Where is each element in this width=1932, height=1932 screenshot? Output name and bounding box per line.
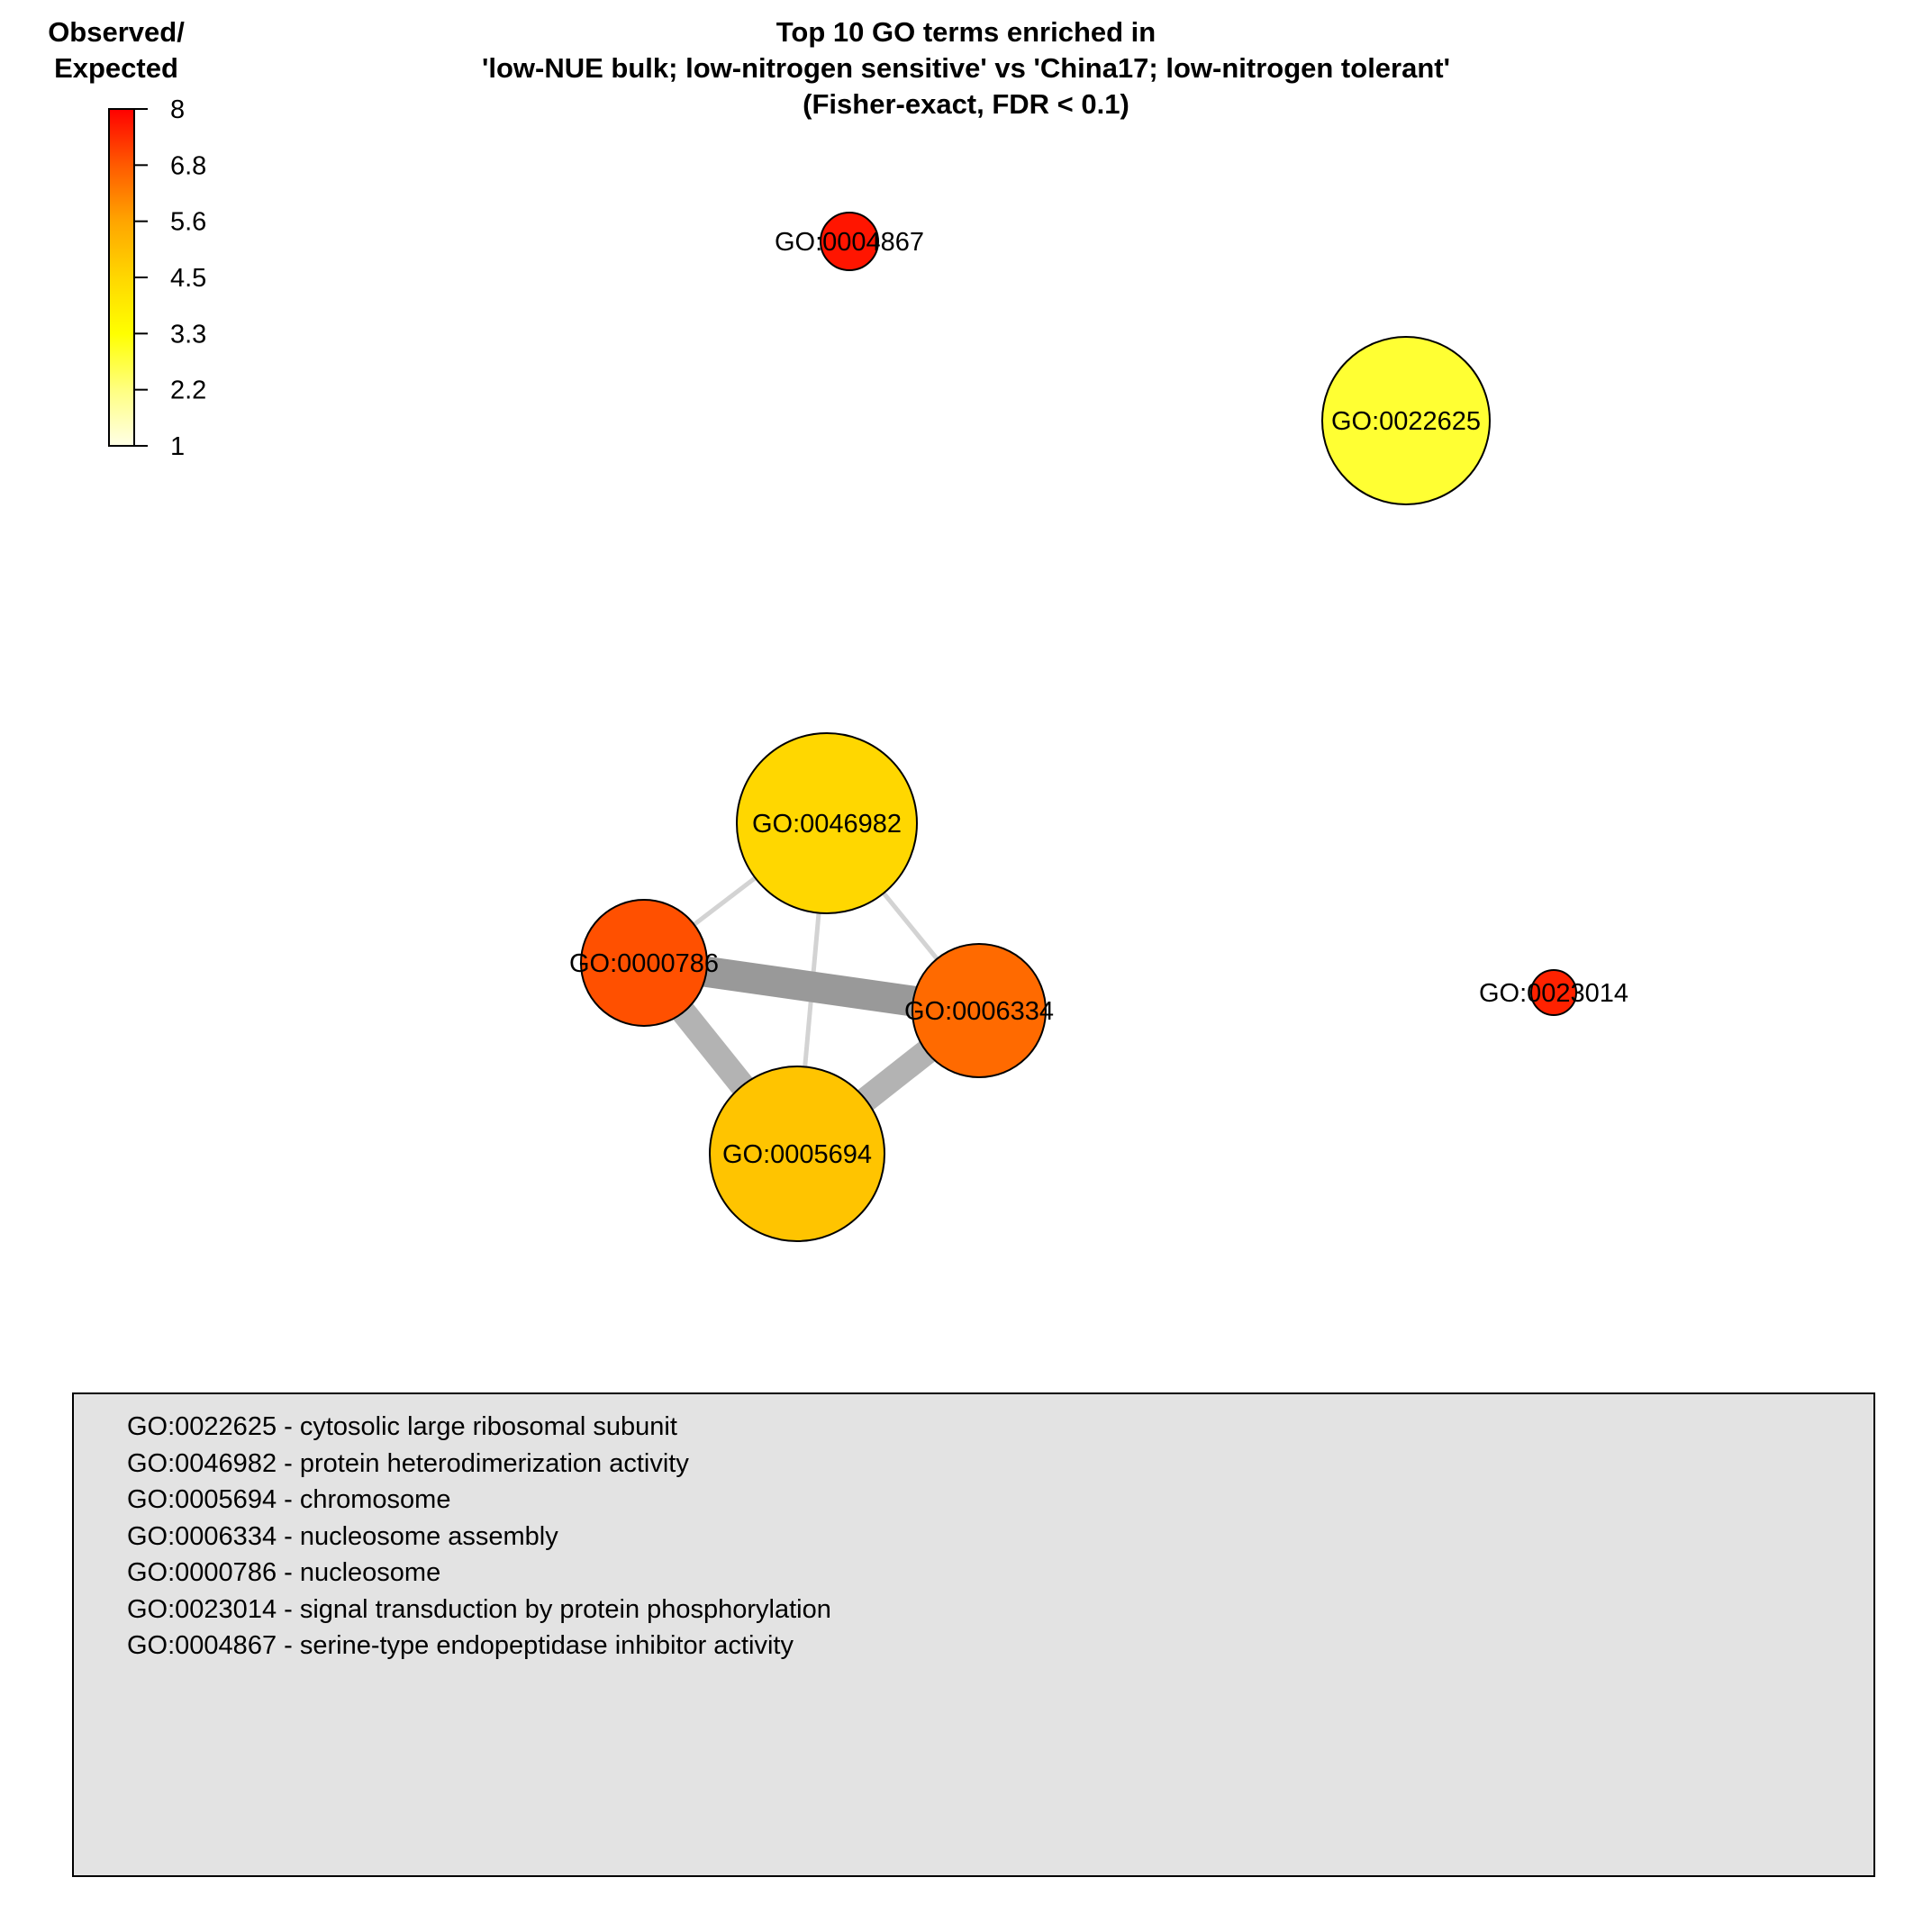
go-node-label: GO:0046982	[752, 810, 902, 839]
legend-entry: GO:0004867 - serine-type endopeptidase i…	[127, 1631, 794, 1660]
go-node-label: GO:0006334	[904, 997, 1054, 1026]
node-layer: GO:0004867 GO:0022625 GO:0046982 GO:0000786…	[569, 212, 1628, 1242]
go-node-circle	[736, 732, 918, 914]
go-term-legend-list: GO:0022625 - cytosolic large ribosomal s…	[127, 1409, 831, 1664]
go-node: GO:0006334	[904, 943, 1054, 1078]
go-term-legend: GO:0022625 - cytosolic large ribosomal s…	[72, 1392, 1875, 1877]
go-node-circle	[1530, 969, 1577, 1016]
go-node: GO:0005694	[709, 1066, 885, 1242]
color-scale-bar	[108, 108, 135, 447]
color-scale-tick-label: 5.6	[170, 208, 206, 237]
title-line-3: (Fisher-exact, FDR < 0.1)	[803, 88, 1129, 120]
color-scale-tick-label: 3.3	[170, 320, 206, 349]
go-node-circle	[820, 212, 879, 271]
legend-entry: GO:0006334 - nucleosome assembly	[127, 1521, 558, 1551]
go-node-label: GO:0000786	[569, 949, 719, 978]
color-scale-tick-label: 8	[170, 95, 185, 124]
legend-entry: GO:0005694 - chromosome	[127, 1485, 451, 1514]
figure-title: Top 10 GO terms enriched in 'low-NUE bul…	[0, 14, 1932, 122]
color-scale-title-line-2: Expected	[54, 52, 178, 84]
go-node: GO:0022625	[1321, 336, 1491, 505]
go-node: GO:0023014	[1479, 969, 1628, 1016]
color-scale-tick-label: 6.8	[170, 151, 206, 180]
go-node-circle	[580, 899, 708, 1027]
go-node: GO:0004867	[775, 212, 924, 271]
go-node-label: GO:0005694	[722, 1140, 872, 1169]
legend-entry: GO:0000786 - nucleosome	[127, 1558, 441, 1587]
color-scale-tick-label: 2.2	[170, 376, 206, 405]
go-node: GO:0000786	[569, 899, 719, 1027]
color-scale-tick-label: 4.5	[170, 264, 206, 293]
color-scale-tick-label: 1	[170, 432, 185, 461]
go-node-label: GO:0004867	[775, 228, 924, 257]
go-node-label: GO:0022625	[1331, 407, 1481, 436]
title-line-1: Top 10 GO terms enriched in	[776, 16, 1156, 48]
color-scale: 8 6.8 5.6 4.5 3.3 2.2 1	[108, 95, 206, 461]
color-scale-title-line-1: Observed/	[48, 16, 185, 48]
legend-entry: GO:0022625 - cytosolic large ribosomal s…	[127, 1412, 677, 1441]
go-node-circle	[709, 1066, 885, 1242]
go-node-circle	[1321, 336, 1491, 505]
go-node-label: GO:0023014	[1479, 979, 1628, 1008]
color-scale-ticks: 8 6.8 5.6 4.5 3.3 2.2 1	[134, 95, 206, 461]
go-node: GO:0046982	[736, 732, 918, 914]
legend-entry: GO:0023014 - signal transduction by prot…	[127, 1594, 831, 1624]
color-scale-title: Observed/ Expected	[31, 14, 202, 86]
go-node-circle	[912, 943, 1047, 1078]
title-line-2: 'low-NUE bulk; low-nitrogen sensitive' v…	[482, 52, 1450, 84]
legend-entry: GO:0046982 - protein heterodimerization …	[127, 1448, 689, 1478]
